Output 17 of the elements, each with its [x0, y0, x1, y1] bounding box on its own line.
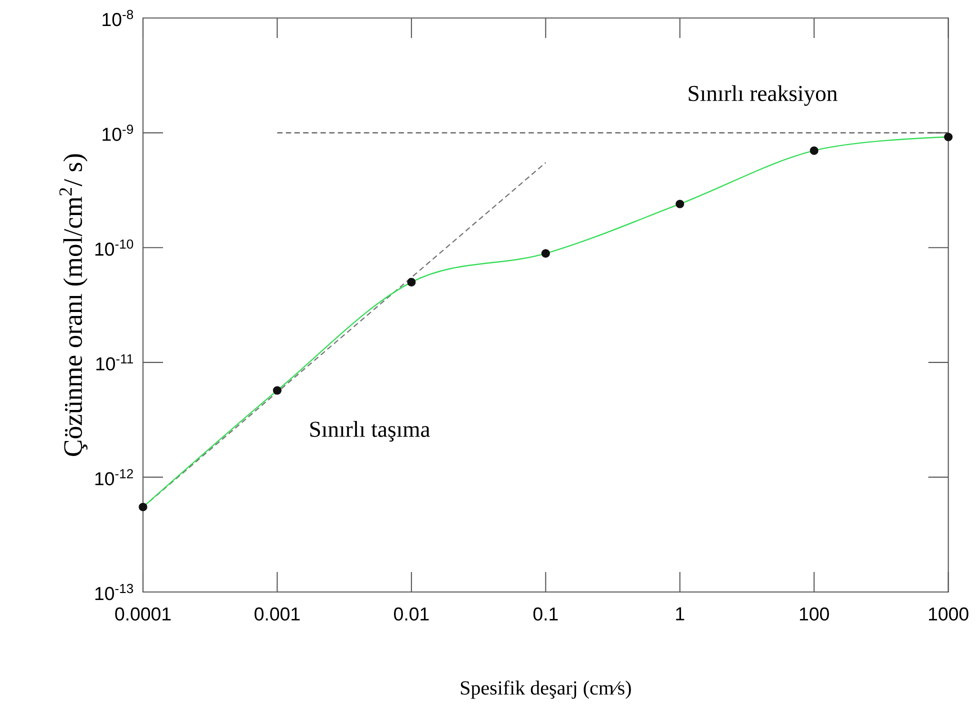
x-tick-label: 100	[800, 607, 829, 621]
y-tick-label: 10$^{-13}$	[95, 584, 134, 600]
y-tick-label: 10$^{-11}$	[96, 354, 133, 370]
x-tick-label: 0.01	[394, 607, 429, 621]
annotation: Sınırlı reaksiyon	[688, 85, 838, 106]
x-tick-label: 1	[676, 607, 684, 620]
annotation: Sınırlı taşıma	[310, 421, 430, 442]
x-tick-label: 1000	[928, 607, 968, 621]
y-tick-label: 10$^{-12}$	[95, 469, 133, 486]
y-tick-label: 10$^{-9}$	[102, 124, 134, 141]
x-tick-label: 0.1	[533, 607, 558, 621]
y-axis-title: Çözünme oranı (mol/cm$^{2}$/ s)	[59, 154, 88, 456]
x-tick-label: 0.0001	[115, 607, 171, 621]
x-tick-label: 0.001	[254, 607, 300, 621]
x-axis-title: Spesifik deşarj (cm∕s)	[460, 680, 631, 699]
y-tick-label: 10$^{-8}$	[102, 10, 134, 26]
y-tick-label: 10$^{-10}$	[95, 239, 134, 256]
